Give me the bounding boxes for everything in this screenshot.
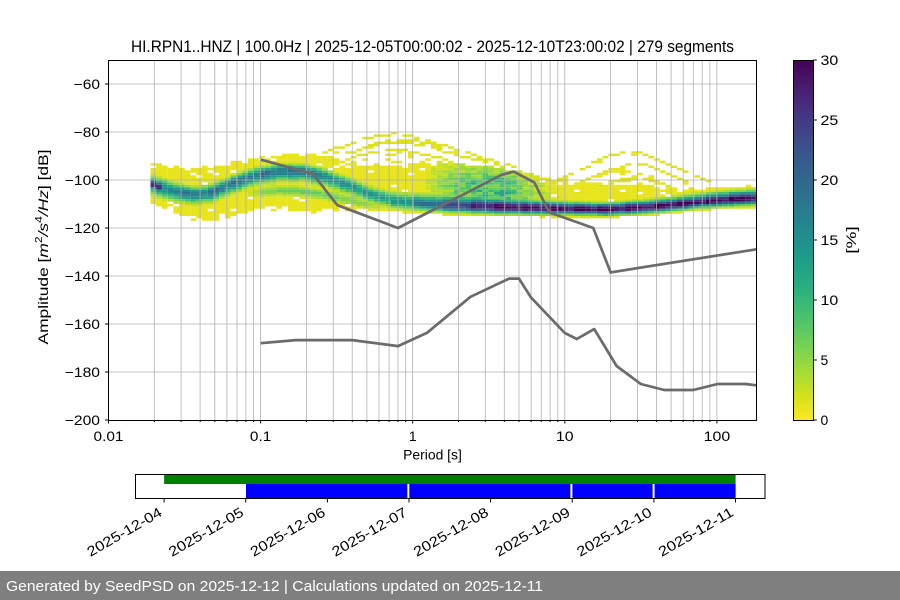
svg-text:Generated by SeedPSD on 2025-1: Generated by SeedPSD on 2025-12-12 | Cal… <box>6 578 543 595</box>
svg-text:−140: −140 <box>65 268 100 284</box>
svg-text:−200: −200 <box>65 412 100 428</box>
svg-text:−80: −80 <box>74 124 101 140</box>
svg-text:−100: −100 <box>65 172 100 188</box>
svg-text:0: 0 <box>821 412 829 428</box>
svg-text:15: 15 <box>821 232 839 248</box>
svg-text:HI.RPN1..HNZ | 100.0Hz | 2025-: HI.RPN1..HNZ | 100.0Hz | 2025-12-05T00:0… <box>131 38 734 56</box>
svg-text:−160: −160 <box>65 316 100 332</box>
svg-text:30: 30 <box>821 52 839 68</box>
svg-text:−180: −180 <box>65 364 100 380</box>
svg-text:10: 10 <box>556 428 574 444</box>
svg-text:−60: −60 <box>74 76 101 92</box>
svg-text:0.1: 0.1 <box>250 428 272 444</box>
svg-text:[%]: [%] <box>843 226 859 254</box>
svg-text:100: 100 <box>704 428 731 444</box>
svg-text:10: 10 <box>821 292 839 308</box>
svg-text:0.01: 0.01 <box>94 428 124 444</box>
svg-text:5: 5 <box>821 352 829 368</box>
svg-text:1: 1 <box>409 428 417 444</box>
svg-text:Amplitude [m2/s4/Hz] [dB]: Amplitude [m2/s4/Hz] [dB] <box>34 150 51 345</box>
svg-text:−120: −120 <box>65 220 100 236</box>
svg-text:20: 20 <box>821 172 839 188</box>
svg-text:25: 25 <box>821 112 839 128</box>
svg-text:Period [s]: Period [s] <box>403 447 462 463</box>
